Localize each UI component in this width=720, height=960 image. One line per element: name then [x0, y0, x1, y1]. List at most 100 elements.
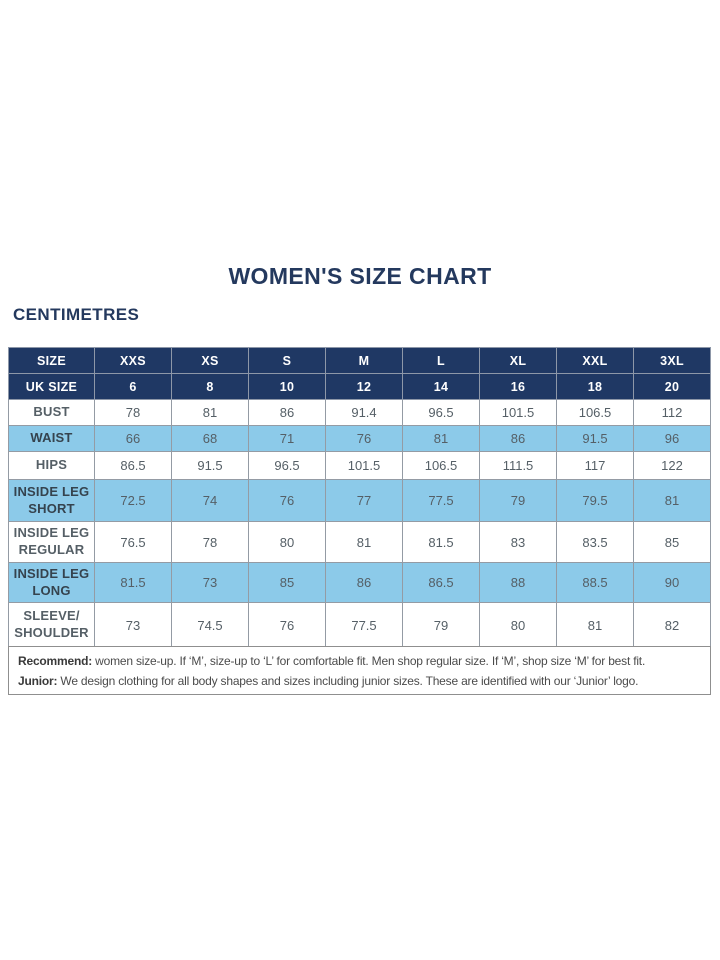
size-value-cell: 77.5: [402, 479, 480, 522]
size-value-cell: 96: [633, 425, 711, 452]
size-value-cell: 68: [171, 425, 249, 452]
size-value-cell: 76: [248, 602, 326, 648]
recommend-note-label: Recommend:: [18, 654, 93, 668]
size-value-cell: 81.5: [94, 562, 172, 603]
size-value-cell: 86.5: [94, 451, 172, 480]
size-header-row: SIZE XXS XS S M L XL XXL 3XL: [8, 347, 711, 374]
size-column-header: S: [248, 347, 326, 374]
size-column-header: M: [325, 347, 403, 374]
size-value-cell: 81: [171, 399, 249, 426]
uk-size-cell: 6: [94, 373, 172, 400]
size-value-cell: 77.5: [325, 602, 403, 648]
size-value-cell: 112: [633, 399, 711, 426]
uk-size-label: UK SIZE: [8, 373, 95, 400]
uk-size-cell: 8: [171, 373, 249, 400]
table-row-waist: WAIST 66 68 71 76 81 86 91.5 96: [8, 425, 711, 452]
size-value-cell: 101.5: [479, 399, 557, 426]
size-value-cell: 72.5: [94, 479, 172, 522]
table-row-inside-leg-short: INSIDE LEG SHORT 72.5 74 76 77 77.5 79 7…: [8, 479, 711, 522]
size-value-cell: 81.5: [402, 521, 480, 563]
size-value-cell: 81: [325, 521, 403, 563]
uk-size-cell: 18: [556, 373, 634, 400]
size-value-cell: 79: [402, 602, 480, 648]
size-column-header: XXS: [94, 347, 172, 374]
size-value-cell: 74.5: [171, 602, 249, 648]
size-value-cell: 101.5: [325, 451, 403, 480]
size-value-cell: 81: [402, 425, 480, 452]
row-label: WAIST: [8, 425, 95, 452]
size-value-cell: 96.5: [248, 451, 326, 480]
row-label: SLEEVE/ SHOULDER: [8, 602, 95, 648]
size-value-cell: 117: [556, 451, 634, 480]
size-value-cell: 106.5: [402, 451, 480, 480]
size-value-cell: 77: [325, 479, 403, 522]
size-value-cell: 76.5: [94, 521, 172, 563]
size-value-cell: 91.5: [171, 451, 249, 480]
size-value-cell: 66: [94, 425, 172, 452]
uk-size-row: UK SIZE 6 8 10 12 14 16 18 20: [8, 373, 711, 400]
size-value-cell: 90: [633, 562, 711, 603]
size-header-label: SIZE: [8, 347, 95, 374]
size-column-header: XL: [479, 347, 557, 374]
size-value-cell: 88.5: [556, 562, 634, 603]
size-value-cell: 71: [248, 425, 326, 452]
size-value-cell: 106.5: [556, 399, 634, 426]
junior-note-label: Junior:: [18, 674, 58, 688]
table-row-bust: BUST 78 81 86 91.4 96.5 101.5 106.5 112: [8, 399, 711, 426]
unit-heading: CENTIMETRES: [13, 305, 140, 324]
size-value-cell: 91.4: [325, 399, 403, 426]
uk-size-cell: 20: [633, 373, 711, 400]
row-label: INSIDE LEG REGULAR: [8, 521, 95, 563]
size-value-cell: 83: [479, 521, 557, 563]
uk-size-cell: 10: [248, 373, 326, 400]
size-table: SIZE XXS XS S M L XL XXL 3XL UK SIZE 6 8…: [8, 347, 711, 648]
size-value-cell: 86: [479, 425, 557, 452]
size-value-cell: 76: [325, 425, 403, 452]
size-value-cell: 74: [171, 479, 249, 522]
junior-note: Junior: We design clothing for all body …: [18, 671, 701, 691]
table-row-inside-leg-regular: INSIDE LEG REGULAR 76.5 78 80 81 81.5 83…: [8, 521, 711, 563]
size-value-cell: 122: [633, 451, 711, 480]
row-label: INSIDE LEG SHORT: [8, 479, 95, 522]
size-value-cell: 76: [248, 479, 326, 522]
size-value-cell: 73: [171, 562, 249, 603]
recommend-note-text: women size-up. If ‘M’, size-up to ‘L’ fo…: [95, 654, 646, 668]
size-value-cell: 79.5: [556, 479, 634, 522]
size-value-cell: 80: [248, 521, 326, 563]
uk-size-cell: 16: [479, 373, 557, 400]
size-value-cell: 86: [325, 562, 403, 603]
size-value-cell: 96.5: [402, 399, 480, 426]
size-value-cell: 85: [633, 521, 711, 563]
size-value-cell: 81: [556, 602, 634, 648]
row-label: BUST: [8, 399, 95, 426]
size-value-cell: 78: [171, 521, 249, 563]
table-row-hips: HIPS 86.5 91.5 96.5 101.5 106.5 111.5 11…: [8, 451, 711, 480]
size-column-header: 3XL: [633, 347, 711, 374]
notes-box: Recommend: women size-up. If ‘M’, size-u…: [8, 646, 711, 695]
size-value-cell: 81: [633, 479, 711, 522]
uk-size-cell: 12: [325, 373, 403, 400]
size-value-cell: 80: [479, 602, 557, 648]
size-value-cell: 111.5: [479, 451, 557, 480]
junior-note-text: We design clothing for all body shapes a…: [60, 674, 639, 688]
recommend-note: Recommend: women size-up. If ‘M’, size-u…: [18, 651, 701, 671]
table-row-sleeve-shoulder: SLEEVE/ SHOULDER 73 74.5 76 77.5 79 80 8…: [8, 602, 711, 648]
row-label: INSIDE LEG LONG: [8, 562, 95, 603]
row-label: HIPS: [8, 451, 95, 480]
size-value-cell: 82: [633, 602, 711, 648]
size-value-cell: 86.5: [402, 562, 480, 603]
size-value-cell: 83.5: [556, 521, 634, 563]
table-row-inside-leg-long: INSIDE LEG LONG 81.5 73 85 86 86.5 88 88…: [8, 562, 711, 603]
uk-size-cell: 14: [402, 373, 480, 400]
size-column-header: XXL: [556, 347, 634, 374]
size-value-cell: 91.5: [556, 425, 634, 452]
size-value-cell: 88: [479, 562, 557, 603]
size-value-cell: 79: [479, 479, 557, 522]
size-value-cell: 85: [248, 562, 326, 603]
size-value-cell: 78: [94, 399, 172, 426]
size-column-header: XS: [171, 347, 249, 374]
size-column-header: L: [402, 347, 480, 374]
size-value-cell: 73: [94, 602, 172, 648]
size-value-cell: 86: [248, 399, 326, 426]
